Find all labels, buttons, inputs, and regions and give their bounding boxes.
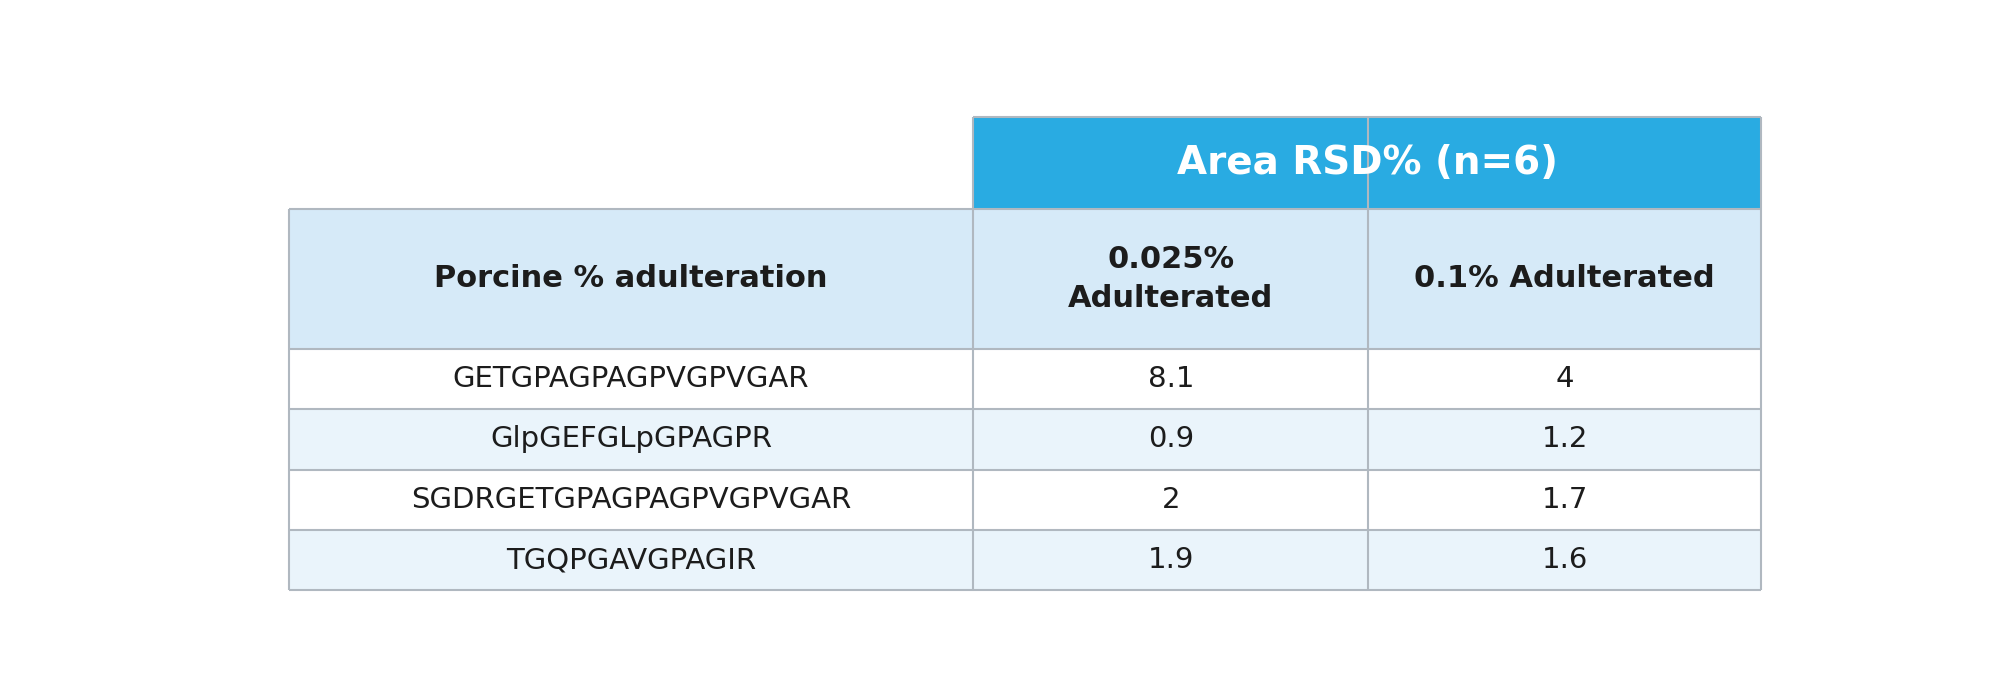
- Bar: [1368, 409, 1762, 469]
- Bar: [974, 209, 1368, 349]
- Bar: [1368, 349, 1762, 409]
- Bar: [974, 409, 1368, 469]
- Bar: [288, 349, 974, 409]
- Text: GlpGEFGLpGPAGPR: GlpGEFGLpGPAGPR: [490, 425, 772, 453]
- Bar: [288, 209, 974, 349]
- Bar: [974, 117, 1762, 209]
- Text: 1.6: 1.6: [1542, 546, 1588, 574]
- Text: 4: 4: [1556, 365, 1574, 393]
- Text: Area RSD% (n=6): Area RSD% (n=6): [1176, 144, 1558, 182]
- Bar: [288, 469, 974, 530]
- Bar: [1368, 209, 1762, 349]
- Bar: [288, 530, 974, 590]
- Bar: [1368, 469, 1762, 530]
- Text: TGQPGAVGPAGIR: TGQPGAVGPAGIR: [506, 546, 756, 574]
- Text: Porcine % adulteration: Porcine % adulteration: [434, 264, 828, 293]
- Bar: [1368, 530, 1762, 590]
- Text: 1.9: 1.9: [1148, 546, 1194, 574]
- Text: 0.1% Adulterated: 0.1% Adulterated: [1414, 264, 1714, 293]
- Text: 1.7: 1.7: [1542, 486, 1588, 514]
- Bar: [974, 530, 1368, 590]
- Bar: [974, 469, 1368, 530]
- Text: 0.025%
Adulterated: 0.025% Adulterated: [1068, 245, 1274, 313]
- Text: 1.2: 1.2: [1542, 425, 1588, 453]
- Text: 0.9: 0.9: [1148, 425, 1194, 453]
- Text: GETGPAGPAGPVGPVGAR: GETGPAGPAGPVGPVGAR: [452, 365, 810, 393]
- Bar: [288, 409, 974, 469]
- Text: 2: 2: [1162, 486, 1180, 514]
- Text: 8.1: 8.1: [1148, 365, 1194, 393]
- Text: SGDRGETGPAGPAGPVGPVGAR: SGDRGETGPAGPAGPVGPVGAR: [410, 486, 852, 514]
- Bar: [974, 349, 1368, 409]
